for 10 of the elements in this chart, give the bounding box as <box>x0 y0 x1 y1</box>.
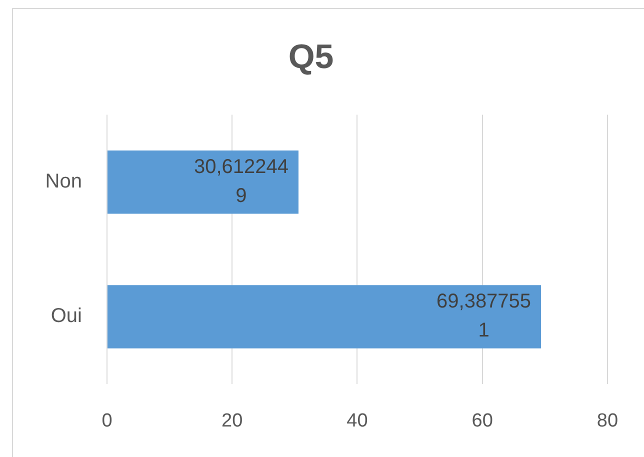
x-tick-label: 0 <box>102 410 112 432</box>
x-tick-label: 40 <box>346 410 368 432</box>
y-tick-label: Non <box>45 170 82 193</box>
x-tick-label: 80 <box>596 410 618 432</box>
data-label: 69,3877551 <box>436 290 532 342</box>
x-tick-label: 60 <box>472 410 493 432</box>
y-tick-label: Oui <box>50 305 82 328</box>
chart-title: Q5 <box>288 38 334 76</box>
data-label: 30,6122449 <box>194 156 288 208</box>
x-tick-label: 20 <box>222 410 243 432</box>
